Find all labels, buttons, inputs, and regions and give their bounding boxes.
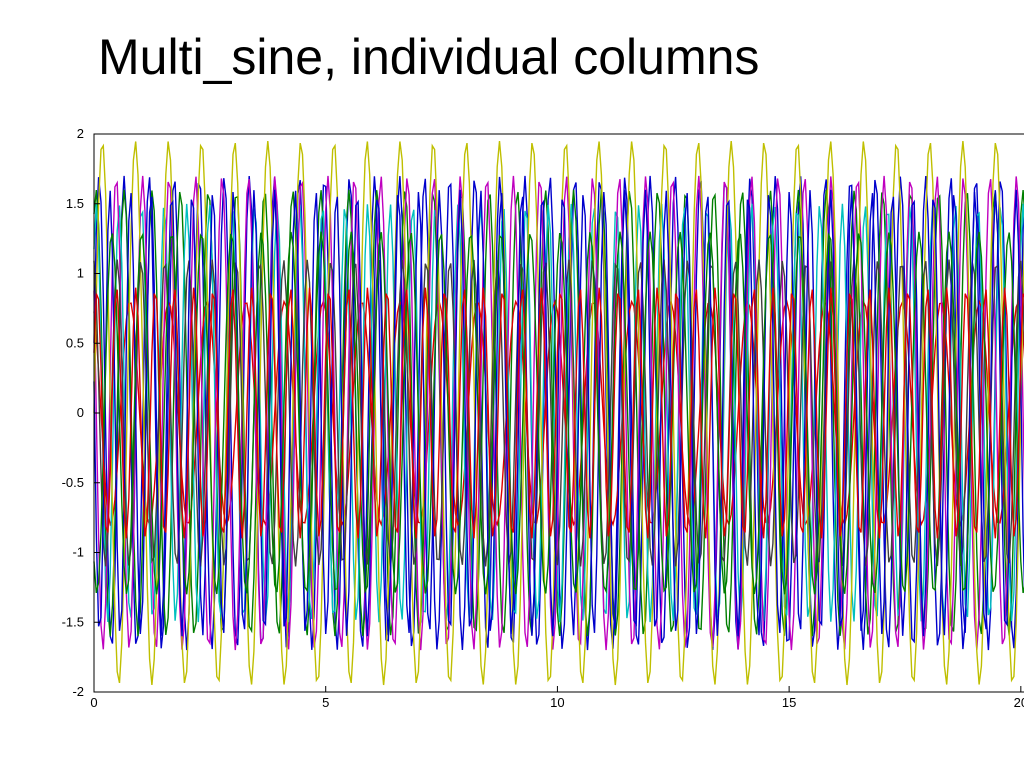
y-axis-ticks: -2 -1.5 -1 -0.5 0 0.5 1 1.5 2 [62, 126, 100, 699]
y-tick-label: 1.5 [66, 196, 84, 211]
x-tick-label: 5 [322, 695, 329, 710]
y-tick-label: 2 [77, 126, 84, 141]
x-axis-ticks: 0 5 10 15 20 [90, 686, 1024, 710]
y-tick-label: -1 [72, 545, 84, 560]
y-tick-label: 1 [77, 266, 84, 281]
series-layer [93, 140, 1024, 686]
y-tick-label: -0.5 [62, 475, 84, 490]
x-tick-label: 15 [782, 695, 796, 710]
y-tick-label: 0 [77, 405, 84, 420]
x-tick-label: 20 [1014, 695, 1024, 710]
x-tick-label: 0 [90, 695, 97, 710]
series-line-9 [93, 231, 1024, 595]
x-tick-label: 10 [550, 695, 564, 710]
series-line-10 [93, 287, 1024, 539]
series-line-5 [93, 175, 1024, 651]
slide-title: Multi_sine, individual columns [98, 29, 760, 85]
y-tick-label: -2 [72, 684, 84, 699]
y-tick-label: -1.5 [62, 614, 84, 629]
y-tick-label: 0.5 [66, 335, 84, 350]
